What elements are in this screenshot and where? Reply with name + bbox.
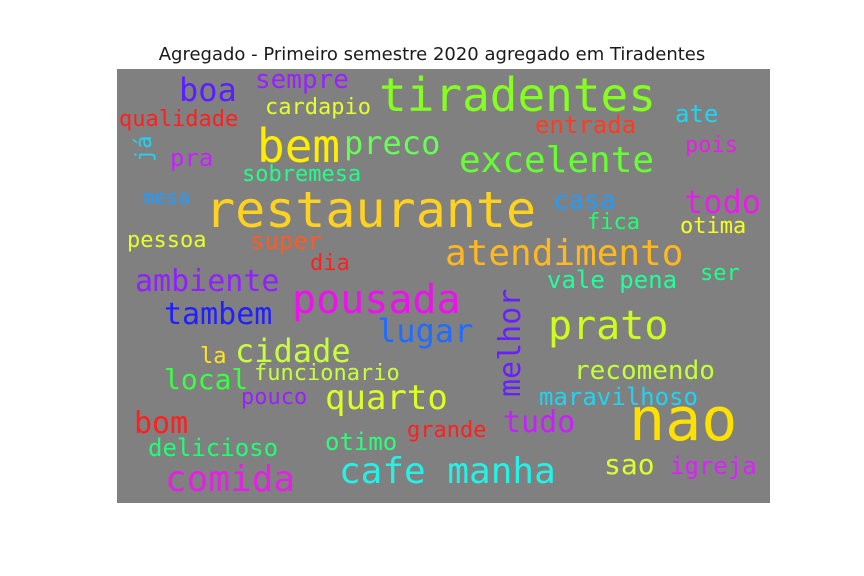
word-maravilhoso: maravilhoso [539, 383, 698, 411]
word-delicioso: delicioso [148, 434, 279, 462]
word-local: local [164, 363, 249, 396]
word-excelente: excelente [459, 140, 655, 181]
word-cidade: cidade [235, 332, 351, 370]
word-super: super [250, 227, 323, 255]
word-entrada: entrada [535, 111, 637, 139]
word-restaurante: restaurante [205, 181, 537, 239]
word-preco: preco [344, 124, 441, 162]
word-nao: nao [629, 385, 738, 455]
word-lugar: lugar [377, 312, 474, 350]
word-todo: todo [684, 183, 762, 221]
word-fica: fica [587, 210, 640, 235]
word-bem: bem [257, 119, 341, 173]
word-qualidade: qualidade [119, 107, 239, 132]
word-cafe-manha: cafe manha [339, 451, 556, 492]
word-la: la [200, 344, 227, 369]
word-dia: dia [310, 251, 350, 276]
word-mesa: mesa [142, 185, 191, 209]
word-grande: grande [407, 418, 487, 443]
word-sobremesa: sobremesa [242, 162, 362, 187]
word-bom: bom [134, 406, 189, 441]
word-tudo: tudo [503, 405, 576, 440]
word-boa: boa [179, 71, 237, 109]
word-igreja: igreja [670, 452, 757, 480]
word-melhor: melhor [493, 288, 528, 397]
word-casa: casa [553, 186, 616, 216]
word-cardapio: cardapio [265, 95, 371, 120]
word-recomendo: recomendo [574, 356, 715, 386]
word-otima: otima [680, 214, 747, 239]
word-tambem: tambem [164, 297, 273, 332]
word-pra: pra [170, 144, 214, 172]
word-pessoa: pessoa [127, 228, 207, 253]
word-ja: já [132, 135, 157, 163]
word-ambiente: ambiente [135, 264, 280, 299]
word-comida: comida [165, 459, 296, 500]
word-pois: pois [685, 133, 738, 158]
word-otimo: otimo [325, 428, 398, 456]
word-sempre: sempre [255, 69, 349, 95]
chart-title: Agregado - Primeiro semestre 2020 agrega… [158, 44, 706, 65]
word-sao: sao [604, 448, 655, 481]
word-ate: ate [675, 100, 719, 128]
word-prato: prato [548, 303, 669, 349]
word-atendimento: atendimento [445, 233, 684, 274]
word-pouco: pouco [241, 385, 308, 410]
word-cloud-canvas: tiradentes restaurante nao bem excelente… [117, 69, 770, 503]
word-ser: ser [700, 261, 740, 286]
word-pousada: pousada [292, 277, 461, 323]
word-quarto: quarto [325, 378, 448, 418]
word-vale-pena: vale pena [547, 266, 678, 294]
word-tiradentes: tiradentes [379, 69, 656, 122]
word-funcionario: funcionario [254, 361, 400, 386]
